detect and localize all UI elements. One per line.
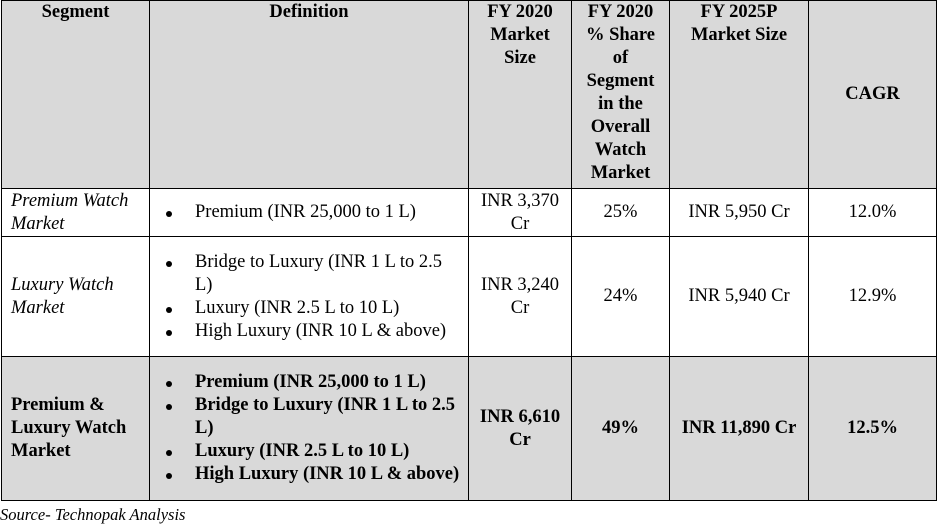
- segment-cell: Premium Watch Market: [1, 188, 150, 237]
- definition-item: Bridge to Luxury (INR 1 L to 2.5 L): [158, 251, 460, 297]
- fy2020-size-cell: INR 3,240 Cr: [468, 236, 572, 357]
- header-definition: Definition: [149, 0, 469, 189]
- definition-item: Luxury (INR 2.5 L to 10 L): [158, 297, 460, 320]
- header-row: Segment Definition FY 2020 Market Size F…: [1, 0, 937, 189]
- definition-cell: Premium (INR 25,000 to 1 L): [149, 188, 469, 237]
- fy2025-size-cell: INR 5,940 Cr: [669, 236, 809, 357]
- share-cell: 49%: [571, 356, 670, 501]
- fy2025-size-cell: INR 11,890 Cr: [669, 356, 809, 501]
- header-fy2020-size: FY 2020 Market Size: [468, 0, 572, 189]
- fy2020-size-cell: INR 3,370 Cr: [468, 188, 572, 237]
- definition-item: High Luxury (INR 10 L & above): [158, 463, 460, 486]
- total-row: Premium & Luxury Watch Market Premium (I…: [1, 356, 937, 501]
- watch-market-table: Segment Definition FY 2020 Market Size F…: [1, 0, 937, 501]
- share-cell: 25%: [571, 188, 670, 237]
- header-fy2025-size: FY 2025P Market Size: [669, 0, 809, 189]
- share-cell: 24%: [571, 236, 670, 357]
- definition-item: Bridge to Luxury (INR 1 L to 2.5 L): [158, 394, 460, 440]
- segment-cell: Premium & Luxury Watch Market: [1, 356, 150, 501]
- definition-item: High Luxury (INR 10 L & above): [158, 320, 460, 343]
- header-cagr: CAGR: [808, 0, 937, 189]
- header-fy2020-share: FY 2020 % Share of Segment in the Overal…: [571, 0, 670, 189]
- cagr-cell: 12.5%: [808, 356, 937, 501]
- cagr-cell: 12.0%: [808, 188, 937, 237]
- definition-cell: Bridge to Luxury (INR 1 L to 2.5 L) Luxu…: [149, 236, 469, 357]
- segment-cell: Luxury Watch Market: [1, 236, 150, 357]
- header-segment: Segment: [1, 0, 150, 189]
- cagr-cell: 12.9%: [808, 236, 937, 357]
- definition-cell: Premium (INR 25,000 to 1 L) Bridge to Lu…: [149, 356, 469, 501]
- fy2025-size-cell: INR 5,950 Cr: [669, 188, 809, 237]
- definition-item: Premium (INR 25,000 to 1 L): [158, 201, 460, 224]
- fy2020-size-cell: INR 6,610 Cr: [468, 356, 572, 501]
- definition-item: Premium (INR 25,000 to 1 L): [158, 371, 460, 394]
- definition-item: Luxury (INR 2.5 L to 10 L): [158, 440, 460, 463]
- table-row: Premium Watch Market Premium (INR 25,000…: [1, 188, 937, 237]
- source-note: Source- Technopak Analysis: [0, 505, 186, 524]
- table-row: Luxury Watch Market Bridge to Luxury (IN…: [1, 236, 937, 357]
